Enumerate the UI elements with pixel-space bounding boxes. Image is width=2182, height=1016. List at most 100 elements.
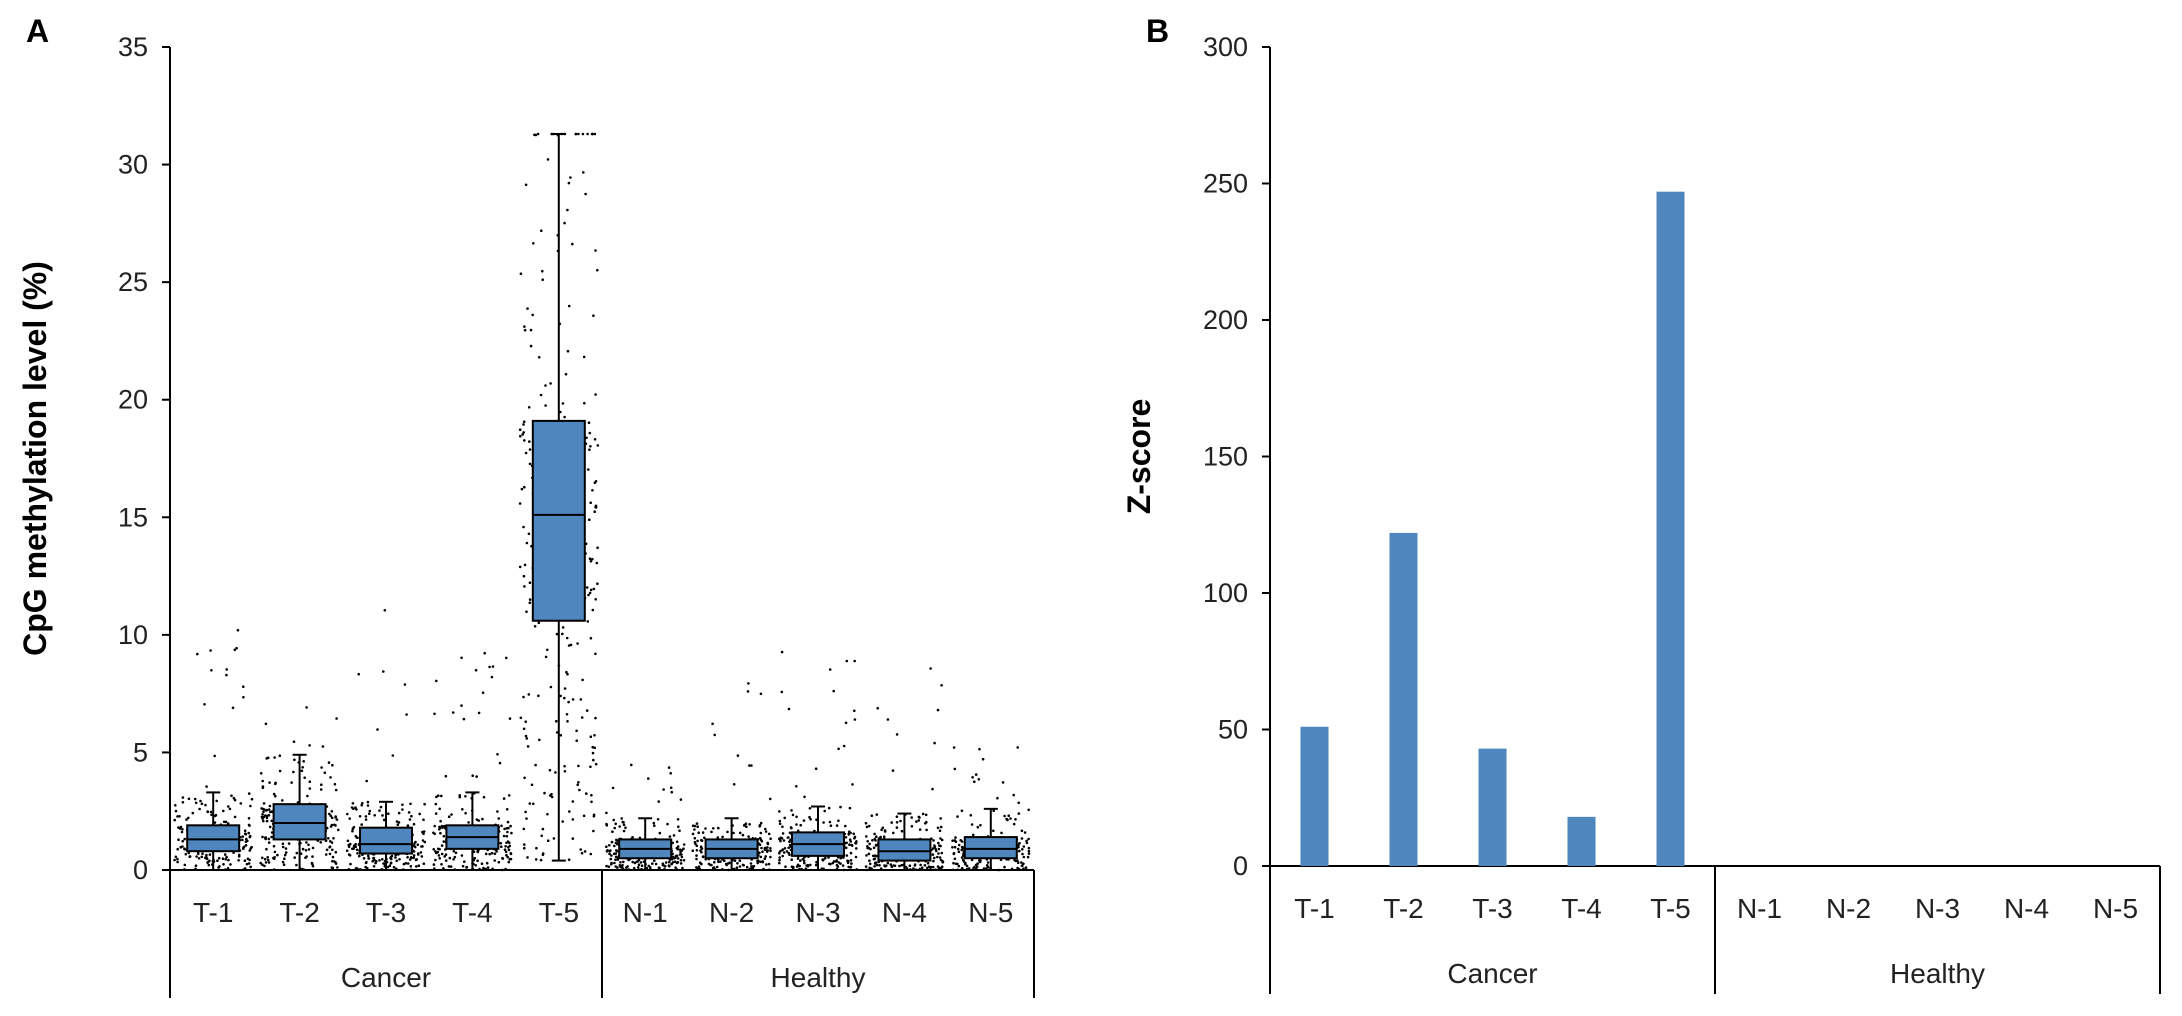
sample-point [320, 766, 323, 769]
sample-point [392, 865, 396, 869]
sample-point [397, 821, 401, 824]
sample-point [422, 832, 425, 835]
sample-point [951, 868, 955, 872]
sample-point [330, 816, 334, 820]
sample-point [750, 867, 754, 870]
sample-point [661, 863, 665, 867]
sample-point [787, 707, 791, 711]
sample-point [750, 764, 753, 767]
sample-point [1012, 793, 1015, 797]
sample-point [302, 760, 306, 763]
sample-point [713, 733, 716, 737]
sample-point [367, 857, 371, 860]
sample-point [588, 448, 591, 452]
sample-point [461, 808, 464, 811]
sample-point [778, 856, 781, 859]
sample-point [555, 719, 558, 723]
sample-point [647, 777, 650, 780]
sample-point [835, 824, 839, 827]
sample-point [433, 712, 436, 716]
sample-point [878, 864, 881, 867]
bar-T-4 [1567, 816, 1596, 866]
sample-point [331, 859, 334, 863]
bar-T-1 [1300, 726, 1329, 866]
sample-point [726, 830, 729, 834]
sample-point [388, 864, 392, 867]
sample-point [563, 415, 566, 419]
sample-point [440, 794, 443, 798]
sample-point [247, 862, 251, 865]
sample-point [453, 855, 457, 859]
sample-point [565, 636, 569, 640]
sample-point [756, 859, 760, 862]
sample-point [531, 313, 534, 317]
sample-point [788, 840, 791, 843]
sample-point [675, 840, 679, 843]
sample-point [614, 858, 617, 861]
sample-point [875, 813, 879, 816]
sample-point [442, 840, 446, 843]
sample-point [636, 866, 640, 869]
sample-point [505, 853, 508, 857]
sample-point [743, 824, 746, 827]
sample-point [616, 849, 619, 853]
sample-point [627, 868, 630, 871]
sample-point [261, 835, 264, 839]
panel-a-y-tick-label: 5 [133, 737, 148, 767]
sample-point [978, 747, 981, 751]
sample-point [925, 866, 929, 870]
sample-point [356, 852, 359, 855]
sample-point [524, 720, 527, 723]
sample-point [693, 836, 697, 840]
sample-point [1006, 818, 1009, 822]
sample-point [613, 826, 616, 830]
sample-point [284, 851, 288, 854]
sample-point [892, 831, 895, 835]
sample-point [782, 839, 786, 842]
sample-point [780, 690, 784, 694]
sample-point [566, 208, 569, 212]
sample-point [693, 840, 697, 844]
sample-point [522, 431, 525, 434]
sample-point [176, 860, 179, 864]
sample-point [187, 797, 191, 801]
sample-point [401, 808, 404, 811]
sample-point [780, 837, 784, 840]
sample-point [769, 797, 772, 801]
sample-point [451, 711, 455, 714]
sample-point [619, 861, 622, 864]
sample-point [438, 847, 441, 851]
sample-point [532, 802, 535, 806]
sample-point [263, 836, 267, 840]
sample-point [264, 722, 268, 726]
sample-point [541, 269, 544, 273]
sample-point [438, 857, 442, 860]
sample-point [444, 853, 448, 856]
sample-point [423, 802, 426, 806]
sample-point [900, 863, 903, 867]
sample-point [394, 868, 398, 872]
sample-point [354, 867, 358, 870]
sample-point [803, 861, 806, 865]
sample-point [571, 818, 575, 821]
sample-point [588, 557, 592, 560]
sample-point [520, 487, 524, 491]
sample-point [769, 847, 772, 850]
sample-point [561, 632, 564, 636]
sample-point [564, 372, 568, 376]
sample-point [759, 860, 762, 864]
sample-point [670, 790, 674, 794]
sample-point [183, 863, 187, 867]
sample-point [173, 858, 176, 862]
sample-point [614, 855, 618, 859]
sample-point [372, 856, 376, 860]
sample-point [464, 811, 467, 815]
panel-b-y-tick-label: 100 [1203, 578, 1248, 608]
sample-point [259, 861, 263, 865]
sample-point [525, 541, 529, 545]
sample-point [1026, 855, 1030, 859]
sample-point [435, 679, 438, 683]
sample-point [844, 824, 847, 828]
sample-point [440, 824, 444, 828]
sample-point [668, 835, 672, 838]
